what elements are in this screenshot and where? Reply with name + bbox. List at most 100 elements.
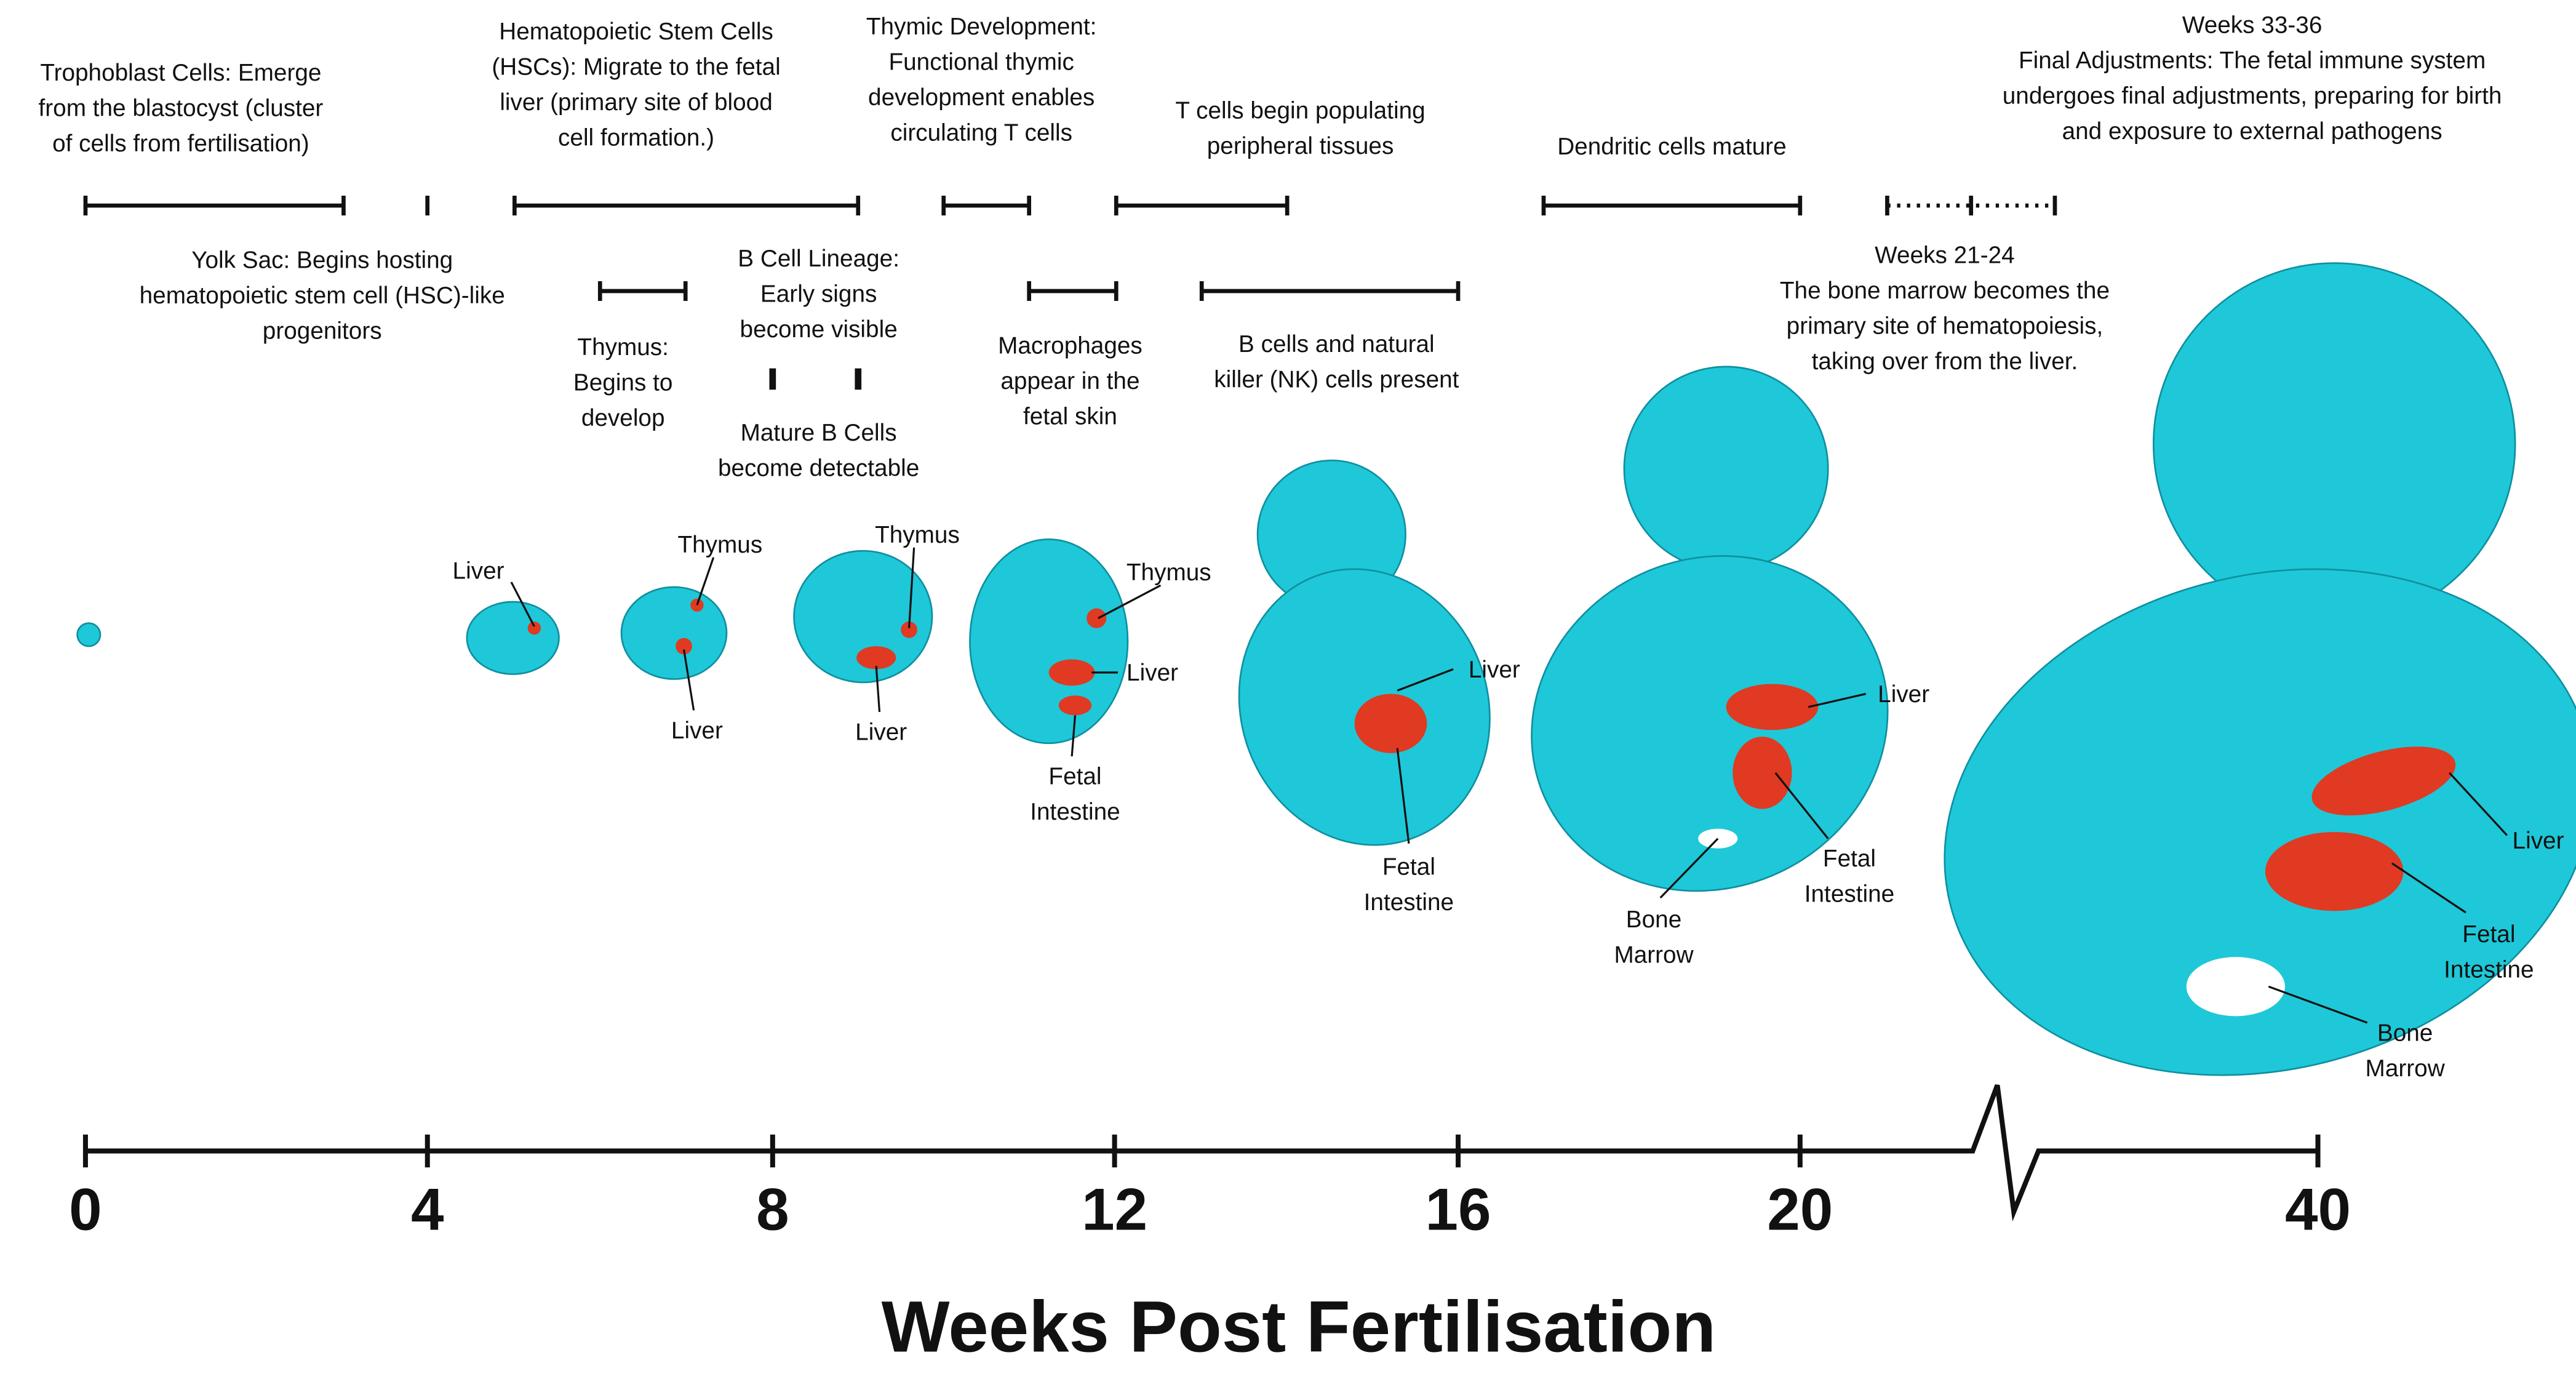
event-label: T cells begin populating: [1175, 97, 1425, 124]
tick-label: 40: [2285, 1177, 2351, 1243]
event-label: (HSCs): Migrate to the fetal: [492, 54, 780, 81]
fetus: [1944, 568, 2576, 1076]
organ-label: Liver: [2513, 828, 2564, 854]
organ: [2311, 746, 2456, 816]
organ: [676, 638, 692, 655]
organ-label: Liver: [1127, 660, 1178, 686]
event-label: undergoes final adjustments, preparing f…: [2003, 82, 2502, 109]
organ-label: Fetal: [1048, 764, 1101, 790]
organ-label: Liver: [453, 558, 504, 585]
organ-label: Fetal: [2462, 921, 2515, 948]
organ: [856, 646, 896, 670]
organ: [1726, 684, 1819, 730]
event-label: hematopoietic stem cell (HSC)-like: [140, 282, 505, 309]
event-bar: [597, 281, 688, 302]
event-label: Begins to: [573, 370, 673, 396]
event-label: Macrophages: [998, 333, 1142, 359]
organ-label: Bone: [2377, 1020, 2433, 1046]
axis-title: Weeks Post Fertilisation: [882, 1286, 1717, 1367]
tick-label: 12: [1082, 1177, 1147, 1243]
organ: [527, 622, 541, 635]
organ-label: Thymus: [875, 522, 960, 548]
organ-label: Fetal: [1823, 845, 1876, 872]
organ: [1058, 695, 1092, 716]
organ: [1733, 737, 1792, 809]
organ: [1048, 659, 1095, 686]
event-label: Early signs: [760, 281, 877, 307]
event-label: killer (NK) cells present: [1214, 366, 1459, 393]
event-label: become visible: [740, 316, 898, 343]
event-label: circulating T cells: [890, 119, 1072, 146]
tick-label: 0: [69, 1177, 102, 1243]
pointer-lines: [510, 547, 2508, 1024]
event-label: of cells from fertilisation): [52, 130, 309, 157]
event-label: The bone marrow becomes the: [1780, 278, 2110, 304]
event-label: Hematopoietic Stem Cells: [499, 18, 773, 45]
event-bar: [83, 196, 346, 216]
organ-label: Intestine: [2444, 957, 2534, 983]
event-bar: [941, 196, 1032, 216]
fetus: [1623, 366, 1829, 572]
event-label: B Cell Lineage:: [738, 246, 899, 272]
tick-label: 20: [1767, 1177, 1833, 1243]
organ-label: Intestine: [1364, 889, 1454, 916]
event-bar: [512, 196, 861, 216]
event-label: B cells and natural: [1238, 331, 1435, 358]
event-label: Dendritic cells mature: [1557, 134, 1786, 160]
event-label: Trophoblast Cells: Emerge: [40, 60, 321, 86]
axis-line: [82, 1084, 2321, 1221]
event-label: fetal skin: [1023, 403, 1117, 430]
event-bar: [1114, 196, 1290, 216]
tick-label: 4: [411, 1177, 444, 1243]
fetus: [466, 601, 560, 675]
organ-label: Liver: [855, 719, 907, 745]
event-bar: [1027, 281, 1119, 302]
organ-label: Thymus: [1127, 559, 1211, 586]
organ: [2265, 832, 2404, 911]
bone: [2186, 957, 2286, 1017]
tick-label: 16: [1426, 1177, 1491, 1243]
event-label: peripheral tissues: [1207, 133, 1394, 159]
fetus: [969, 538, 1129, 745]
fetus: [1531, 555, 1889, 892]
event-label: Final Adjustments: The fetal immune syst…: [2019, 47, 2486, 74]
event-label: Yolk Sac: Begins hosting: [191, 247, 453, 274]
event-label: from the blastocyst (cluster: [39, 95, 324, 121]
event-bar: [1541, 196, 1803, 216]
organ-label: Intestine: [1804, 881, 1894, 908]
organ: [1087, 608, 1107, 628]
event-label: Thymic Development:: [866, 14, 1097, 40]
event-label: become detectable: [718, 455, 919, 482]
tick-label: 8: [756, 1177, 789, 1243]
event-label: Functional thymic: [888, 49, 1074, 76]
organ: [1354, 694, 1427, 753]
organ: [901, 622, 917, 638]
organ-label: Liver: [1469, 657, 1520, 683]
pointers: [510, 547, 2508, 1024]
organ-label: Bone: [1626, 906, 1681, 933]
organ-label: Intestine: [1030, 799, 1120, 825]
fetus: [76, 622, 102, 647]
event-label: taking over from the liver.: [1812, 348, 2078, 375]
event-label: progenitors: [263, 318, 382, 344]
fetus: [793, 550, 933, 684]
organ-label: Marrow: [2366, 1055, 2446, 1082]
organ-label: Marrow: [1614, 941, 1694, 968]
event-label: development enables: [868, 84, 1095, 111]
organ-label: Liver: [671, 717, 723, 744]
event-bar: [1885, 196, 2057, 216]
event-label: Weeks 21-24: [1875, 242, 2015, 269]
event-label: Mature B Cells: [741, 420, 897, 446]
event-bar: [1199, 281, 1461, 302]
fetus: [620, 586, 728, 680]
organ-label: Fetal: [1382, 854, 1435, 881]
fetus-illustrations: [76, 262, 2576, 1076]
event-label: appear in the: [1000, 368, 1139, 394]
organ-label: Thymus: [677, 532, 762, 558]
event-bars: [83, 196, 2057, 390]
event-label: develop: [581, 405, 665, 431]
event-label: liver (primary site of blood: [500, 89, 772, 116]
event-label: Thymus:: [577, 334, 669, 361]
event-label: cell formation.): [558, 125, 714, 151]
